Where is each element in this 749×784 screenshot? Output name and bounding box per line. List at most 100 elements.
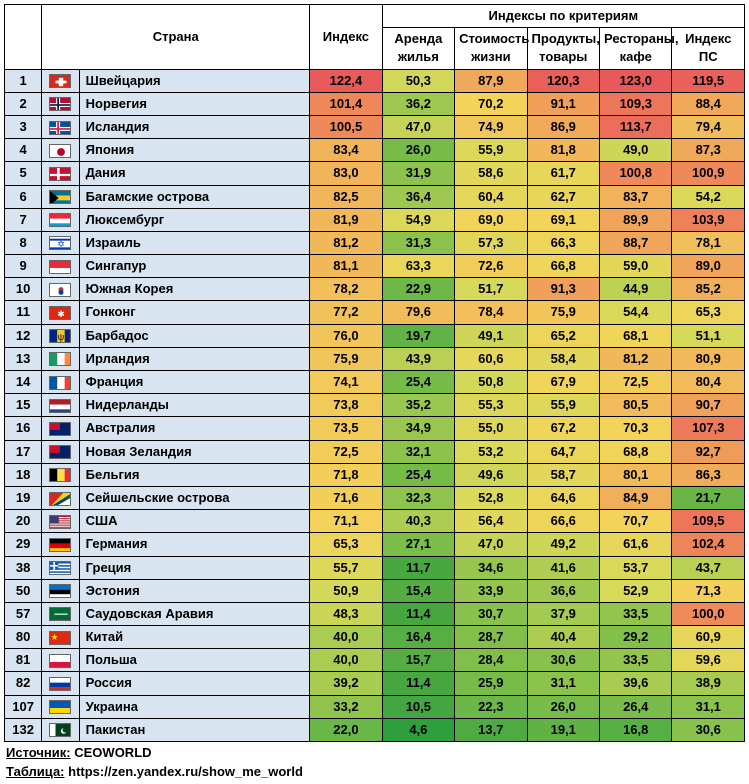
value-cell: 91,3 [527, 278, 599, 301]
flag-cell [42, 347, 79, 370]
flag-icon [49, 492, 71, 506]
country-name: США [79, 510, 310, 533]
value-cell: 21,7 [672, 486, 745, 509]
flag-cell [42, 92, 79, 115]
flag-cell [42, 371, 79, 394]
value-cell: 26,0 [382, 139, 454, 162]
flag-icon: ★ [49, 631, 71, 645]
value-cell: 120,3 [527, 69, 599, 92]
value-cell: 27,1 [382, 533, 454, 556]
value-cell: 107,3 [672, 417, 745, 440]
value-cell: 11,4 [382, 672, 454, 695]
value-cell: 31,1 [672, 695, 745, 718]
value-cell: 72,6 [455, 255, 527, 278]
country-name: Нидерланды [79, 394, 310, 417]
value-cell: 19,7 [382, 324, 454, 347]
value-cell: 80,5 [600, 394, 672, 417]
value-cell: 31,9 [382, 162, 454, 185]
flag-cell [42, 579, 79, 602]
value-cell: 70,2 [455, 92, 527, 115]
value-cell: 79,4 [672, 115, 745, 138]
flag-icon [49, 538, 71, 552]
value-cell: 29,2 [600, 626, 672, 649]
flag-icon [49, 144, 71, 158]
svg-text:★: ★ [51, 632, 59, 642]
value-cell: 65,2 [527, 324, 599, 347]
country-name: Дания [79, 162, 310, 185]
value-cell: 113,7 [600, 115, 672, 138]
value-cell: 49,2 [527, 533, 599, 556]
flag-cell [42, 162, 79, 185]
flag-icon [49, 700, 71, 714]
source-label: Источник: [6, 745, 71, 760]
value-cell: 102,4 [672, 533, 745, 556]
value-cell: 81,9 [310, 208, 382, 231]
value-cell: 91,1 [527, 92, 599, 115]
value-cell: 72,5 [310, 440, 382, 463]
value-cell: 119,5 [672, 69, 745, 92]
rank-cell: 5 [5, 162, 42, 185]
value-cell: 58,7 [527, 463, 599, 486]
value-cell: 74,1 [310, 371, 382, 394]
value-cell: 69,1 [527, 208, 599, 231]
value-cell: 49,0 [600, 139, 672, 162]
flag-icon [49, 515, 71, 529]
table-row: 29Германия65,327,147,049,261,6102,4 [5, 533, 745, 556]
value-cell: 43,7 [672, 556, 745, 579]
rank-cell: 17 [5, 440, 42, 463]
value-cell: 73,8 [310, 394, 382, 417]
value-cell: 90,7 [672, 394, 745, 417]
flag-icon [49, 654, 71, 668]
value-cell: 54,9 [382, 208, 454, 231]
value-cell: 64,7 [527, 440, 599, 463]
value-cell: 52,8 [455, 486, 527, 509]
value-cell: 80,4 [672, 371, 745, 394]
rank-cell: 10 [5, 278, 42, 301]
value-cell: 51,1 [672, 324, 745, 347]
table-row: 81Польша40,015,728,430,633,559,6 [5, 649, 745, 672]
value-cell: 74,9 [455, 115, 527, 138]
value-cell: 31,1 [527, 672, 599, 695]
flag-cell [42, 510, 79, 533]
flag-icon [49, 468, 71, 482]
flag-cell [42, 672, 79, 695]
value-cell: 81,8 [527, 139, 599, 162]
flag-icon [49, 607, 71, 621]
value-cell: 71,6 [310, 486, 382, 509]
value-cell: 22,9 [382, 278, 454, 301]
country-name: Люксембург [79, 208, 310, 231]
flag-cell [42, 255, 79, 278]
country-name: Норвегия [79, 92, 310, 115]
value-cell: 87,3 [672, 139, 745, 162]
rank-cell: 107 [5, 695, 42, 718]
table-row: 4Япония83,426,055,981,849,087,3 [5, 139, 745, 162]
flag-icon: ✡ [49, 236, 71, 250]
col-cost: Стоимость жизни [455, 28, 527, 69]
svg-text:✱: ✱ [58, 309, 66, 319]
value-cell: 55,7 [310, 556, 382, 579]
value-cell: 52,9 [600, 579, 672, 602]
flag-icon [49, 376, 71, 390]
table-row: 38Греция55,711,734,641,653,743,7 [5, 556, 745, 579]
col-country: Страна [42, 5, 310, 70]
table-row: 13Ирландия75,943,960,658,481,280,9 [5, 347, 745, 370]
flag-icon [49, 422, 71, 436]
rank-cell: 18 [5, 463, 42, 486]
country-name: Барбадос [79, 324, 310, 347]
table-row: 82Россия39,211,425,931,139,638,9 [5, 672, 745, 695]
country-name: Швейцария [79, 69, 310, 92]
rank-cell: 82 [5, 672, 42, 695]
rank-cell: 14 [5, 371, 42, 394]
table-label: Таблица: [6, 764, 65, 779]
rank-cell: 19 [5, 486, 42, 509]
flag-icon [49, 190, 71, 204]
value-cell: 81,1 [310, 255, 382, 278]
value-cell: 26,4 [600, 695, 672, 718]
flag-cell [42, 278, 79, 301]
table-row: 14Франция74,125,450,867,972,580,4 [5, 371, 745, 394]
flag-icon [49, 352, 71, 366]
rank-cell: 1 [5, 69, 42, 92]
table-row: 11✱Гонконг77,279,678,475,954,465,3 [5, 301, 745, 324]
value-cell: 70,3 [600, 417, 672, 440]
rank-cell: 2 [5, 92, 42, 115]
